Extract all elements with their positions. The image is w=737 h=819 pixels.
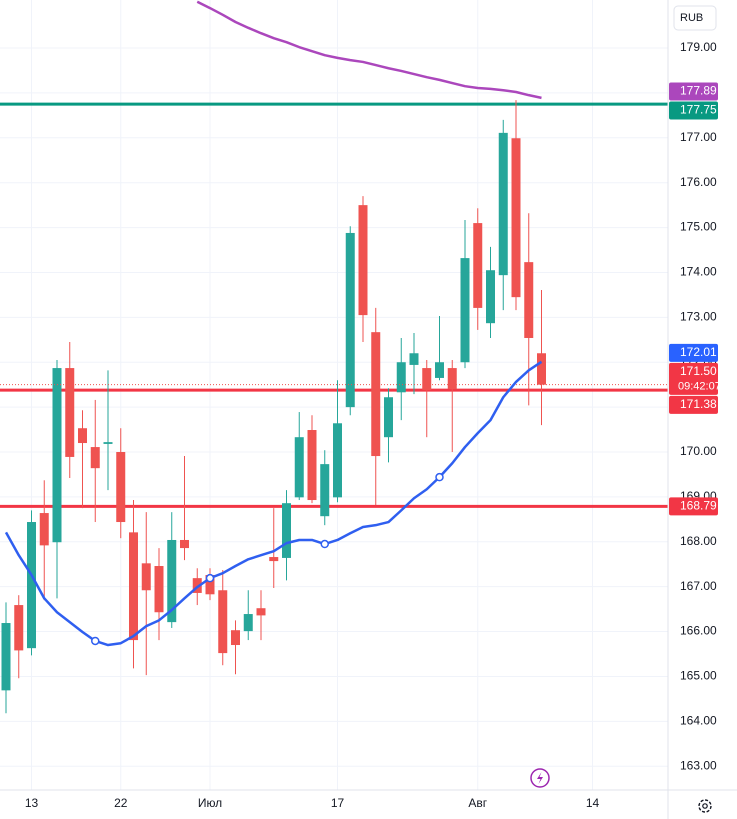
candle-body bbox=[498, 132, 508, 276]
candle-body bbox=[39, 513, 49, 546]
candle-body bbox=[269, 557, 279, 562]
price-labels: 177.89 177.75 172.01 171.50 09:42:07 171.38 16… bbox=[669, 82, 721, 516]
candle-body bbox=[307, 430, 317, 501]
y-tick-label: 174.00 bbox=[680, 265, 717, 279]
candle-body bbox=[422, 368, 432, 391]
candle-body bbox=[358, 205, 368, 316]
y-tick-label: 166.00 bbox=[680, 624, 717, 638]
currency-button[interactable]: RUB bbox=[673, 5, 717, 31]
candle-body bbox=[218, 590, 228, 654]
candle-body bbox=[371, 332, 381, 457]
x-tick-label: 14 bbox=[586, 796, 600, 810]
candle-body bbox=[141, 563, 151, 591]
price-label: 171.50 bbox=[680, 364, 717, 378]
price-label: 172.01 bbox=[680, 345, 717, 359]
candle-body bbox=[473, 223, 483, 308]
flash-icon-ring[interactable] bbox=[530, 768, 550, 788]
settings-icon[interactable] bbox=[698, 799, 712, 813]
candle-body bbox=[460, 258, 470, 363]
candle-body bbox=[180, 539, 189, 549]
candle-body bbox=[90, 447, 100, 469]
candle-body bbox=[282, 503, 291, 558]
price-label-box bbox=[669, 362, 718, 395]
candle-body bbox=[14, 605, 24, 651]
candle-body bbox=[320, 464, 330, 517]
grid bbox=[0, 0, 668, 790]
candle-body bbox=[435, 362, 444, 378]
settings-hub[interactable] bbox=[702, 803, 708, 809]
candle-body bbox=[511, 138, 521, 298]
candle-body bbox=[52, 368, 62, 543]
candle-body bbox=[294, 437, 304, 498]
candle-body bbox=[333, 423, 342, 498]
candle-body bbox=[129, 532, 138, 641]
candle-body bbox=[205, 574, 215, 595]
x-tick-label: 17 bbox=[331, 796, 345, 810]
y-tick-label: 165.00 bbox=[680, 669, 717, 683]
y-tick-label: 179.00 bbox=[680, 40, 717, 54]
y-tick-label: 163.00 bbox=[680, 758, 717, 772]
candle-body bbox=[409, 353, 419, 365]
price-label-box bbox=[669, 395, 718, 414]
candle-body bbox=[27, 522, 36, 649]
y-tick-label: 173.00 bbox=[680, 310, 717, 324]
candle-body bbox=[116, 452, 126, 523]
y-tick-label: 167.00 bbox=[680, 579, 717, 593]
x-tick-label: Июл bbox=[198, 796, 222, 810]
y-tick-label: 176.00 bbox=[680, 175, 717, 189]
price-label-box bbox=[669, 497, 718, 516]
indicator-line bbox=[196, 0, 542, 100]
alert-marker bbox=[205, 573, 215, 583]
alert-marker bbox=[435, 472, 444, 482]
countdown-label: 09:42:07 bbox=[678, 381, 721, 393]
currency-label[interactable]: RUB bbox=[680, 12, 703, 24]
alert-marker bbox=[320, 539, 329, 549]
flash-icon-bolt[interactable] bbox=[537, 772, 543, 784]
y-tick-label: 168.00 bbox=[680, 534, 717, 548]
candle-body bbox=[486, 270, 495, 324]
alert-marker bbox=[91, 636, 100, 646]
flash-icon[interactable] bbox=[530, 768, 550, 788]
candle-body bbox=[524, 262, 534, 338]
candle-body bbox=[396, 362, 406, 393]
x-tick-label: 13 bbox=[25, 796, 39, 810]
y-tick-label: 175.00 bbox=[680, 220, 717, 234]
candle-body bbox=[167, 539, 177, 623]
price-label-box bbox=[669, 82, 718, 101]
price-label: 168.79 bbox=[680, 498, 717, 512]
candle-body bbox=[345, 232, 355, 408]
candle-body bbox=[192, 578, 202, 593]
candle-body bbox=[243, 614, 253, 632]
x-tick-label: Авг bbox=[468, 796, 487, 810]
price-label-box bbox=[669, 343, 718, 362]
candle-body bbox=[256, 608, 266, 616]
y-tick-label: 177.00 bbox=[680, 130, 717, 144]
candle-body bbox=[154, 566, 164, 613]
price-label: 171.38 bbox=[680, 397, 717, 411]
candle-body bbox=[384, 397, 393, 438]
x-tick-label: 22 bbox=[114, 796, 128, 810]
plot-area bbox=[0, 0, 668, 714]
axes: 163.00164.00165.00166.00167.00168.00169.… bbox=[25, 40, 717, 810]
candle-body bbox=[1, 623, 11, 691]
y-tick-label: 164.00 bbox=[680, 713, 717, 727]
candle-body bbox=[537, 353, 546, 385]
candle-body bbox=[65, 368, 75, 457]
candle-body bbox=[103, 442, 113, 444]
candle-body bbox=[231, 630, 240, 646]
price-label-box bbox=[669, 101, 718, 120]
price-label: 177.75 bbox=[680, 103, 717, 117]
settings-gear[interactable] bbox=[698, 799, 712, 813]
y-tick-label: 170.00 bbox=[680, 444, 717, 458]
candle-body bbox=[78, 428, 87, 444]
price-label: 177.89 bbox=[680, 84, 717, 98]
currency-button-box[interactable] bbox=[673, 5, 717, 31]
candle-body bbox=[447, 368, 457, 390]
